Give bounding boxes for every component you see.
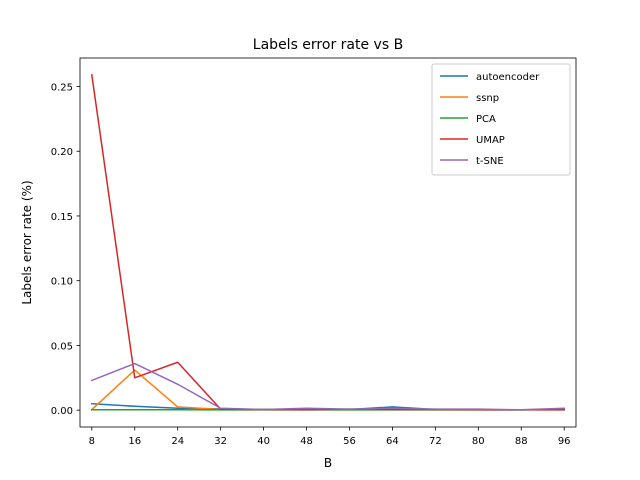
- x-tick-label: 72: [429, 436, 442, 447]
- x-tick-label: 24: [171, 436, 184, 447]
- y-tick-label: 0.10: [51, 277, 73, 288]
- x-tick-label: 56: [343, 436, 356, 447]
- x-tick-label: 96: [558, 436, 571, 447]
- x-tick-label: 40: [257, 436, 270, 447]
- x-tick-label: 80: [472, 436, 485, 447]
- legend: autoencoder ssnp PCA UMAP t-SNE: [431, 63, 571, 176]
- x-axis-label: B: [324, 456, 332, 470]
- y-tick-label: 0.05: [51, 341, 73, 352]
- y-tick-label: 0.25: [51, 82, 73, 93]
- x-tick-label: 88: [515, 436, 528, 447]
- x-tick-label: 32: [214, 436, 227, 447]
- x-tick-label: 16: [128, 436, 141, 447]
- y-tick-label: 0.00: [51, 406, 73, 417]
- y-tick-label: 0.15: [51, 212, 73, 223]
- plot-frame: [79, 57, 577, 428]
- chart-title: Labels error rate vs B: [253, 37, 403, 53]
- legend-label-t-sne: t-SNE: [476, 156, 504, 167]
- series-line-t-sne: [90, 362, 565, 411]
- legend-box: [431, 63, 571, 176]
- legend-label-autoencoder: autoencoder: [476, 72, 540, 83]
- y-axis-label: Labels error rate (%): [20, 180, 34, 304]
- y-tick-label: 0.20: [51, 147, 73, 158]
- x-tick-label: 48: [300, 436, 313, 447]
- legend-label-pca: PCA: [476, 114, 496, 125]
- legend-label-umap: UMAP: [476, 135, 505, 146]
- legend-label-ssnp: ssnp: [476, 93, 499, 104]
- x-tick-label: 64: [386, 436, 399, 447]
- x-tick-label: 8: [89, 436, 95, 447]
